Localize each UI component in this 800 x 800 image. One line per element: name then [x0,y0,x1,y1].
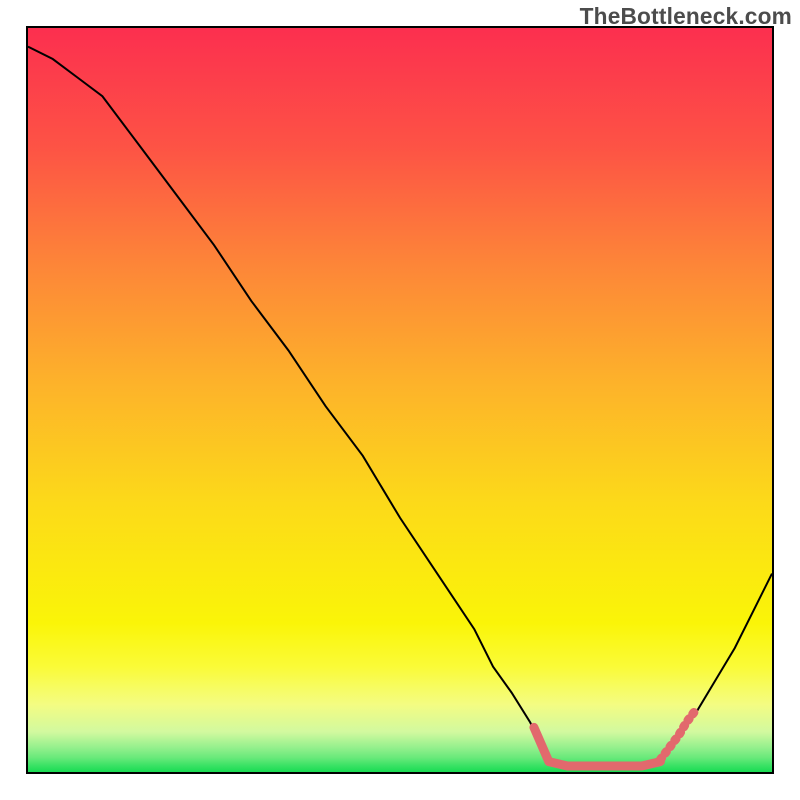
chart-svg [28,28,772,772]
bottleneck-chart [26,26,774,774]
gradient-bg [28,28,772,772]
watermark-text: TheBottleneck.com [580,3,792,30]
